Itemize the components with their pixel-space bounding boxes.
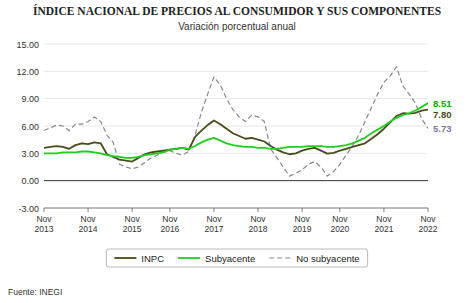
x-tick-label: Nov2015 [123, 214, 142, 234]
x-tick [302, 208, 303, 212]
legend-frame [106, 249, 367, 267]
y-tick-label: 0.00 [21, 176, 39, 186]
y-tick-label: 3.00 [21, 149, 39, 159]
x-tick-label-line: 2014 [79, 224, 98, 234]
series-line [44, 67, 428, 176]
x-tick-label: Nov2016 [160, 214, 179, 234]
legend-swatch [114, 257, 136, 259]
x-tick [44, 208, 45, 212]
grid-line [44, 71, 428, 72]
x-tick [88, 208, 89, 212]
x-tick-label-line: 2018 [249, 224, 268, 234]
x-tick [339, 208, 340, 212]
legend-label: INPC [141, 253, 164, 264]
end-label: 7.80 [433, 109, 452, 120]
x-tick-label: Nov2013 [35, 214, 54, 234]
x-tick-label: Nov2017 [205, 214, 224, 234]
legend-label: No subyacente [296, 253, 359, 264]
x-tick-label-line: 2017 [205, 224, 224, 234]
title: ÍNDICE NACIONAL DE PRECIOS AL CONSUMIDOR… [33, 4, 441, 17]
x-tick-label-line: Nov [162, 214, 178, 224]
series-line [44, 103, 428, 158]
x-tick-label: Nov2019 [293, 214, 312, 234]
legend-swatch [269, 257, 291, 258]
x-tick-label-line: 2016 [160, 224, 179, 234]
x-tick [383, 208, 384, 212]
x-tick-label-line: Nov [125, 214, 141, 224]
footer: Fuente: INEGI [8, 287, 62, 297]
x-tick-label-line: 2015 [123, 224, 142, 234]
x-tick-label-line: 2013 [35, 224, 54, 234]
y-tick-label: 15.00 [16, 40, 39, 50]
chart: ÍNDICE NACIONAL DE PRECIOS AL CONSUMIDOR… [0, 0, 474, 303]
x-tick-label-line: 2022 [419, 224, 438, 234]
x-axis-line [44, 208, 428, 209]
x-tick [258, 208, 259, 212]
x-tick-label: Nov2014 [79, 214, 98, 234]
x-tick-label: Nov2018 [249, 214, 268, 234]
y-tick-label: 6.00 [21, 122, 39, 132]
subtitle: Variación porcentual anual [178, 21, 296, 32]
x-tick [428, 208, 429, 212]
lines [44, 67, 428, 176]
legend: INPC Subyacente No subyacente [106, 249, 367, 267]
x-tick-label-line: Nov [81, 214, 97, 224]
grid-line [44, 208, 428, 209]
x-tick-label: Nov2021 [374, 214, 393, 234]
grid [44, 44, 428, 208]
grid-line [44, 44, 428, 45]
end-label: 5.73 [433, 123, 452, 134]
x-tick-label-line: Nov [420, 214, 436, 224]
zero-line [44, 180, 428, 181]
x-tick-label-line: Nov [295, 214, 311, 224]
legend-label: Subyacente [205, 253, 255, 264]
y-tick-label: 9.00 [21, 94, 39, 104]
end-label: 8.51 [433, 98, 452, 109]
x-tick-label-line: 2021 [374, 224, 393, 234]
legend-swatch [178, 257, 200, 259]
y-tick-label: -3.00 [18, 204, 39, 214]
x-tick [169, 208, 170, 212]
grid-line [44, 126, 428, 127]
y-tick-label: 12.00 [16, 67, 39, 77]
x-tick-label-line: Nov [206, 214, 222, 224]
x-tick-label: Nov2022 [419, 214, 438, 234]
x-tick-label-line: 2019 [293, 224, 312, 234]
x-tick-label-line: 2020 [330, 224, 349, 234]
x-tick-label-line: Nov [250, 214, 266, 224]
x-tick [132, 208, 133, 212]
x-tick-label-line: Nov [332, 214, 348, 224]
x-tick-label-line: Nov [36, 214, 52, 224]
x-tick [213, 208, 214, 212]
grid-line [44, 98, 428, 99]
x-tick-label: Nov2020 [330, 214, 349, 234]
x-tick-label-line: Nov [376, 214, 392, 224]
